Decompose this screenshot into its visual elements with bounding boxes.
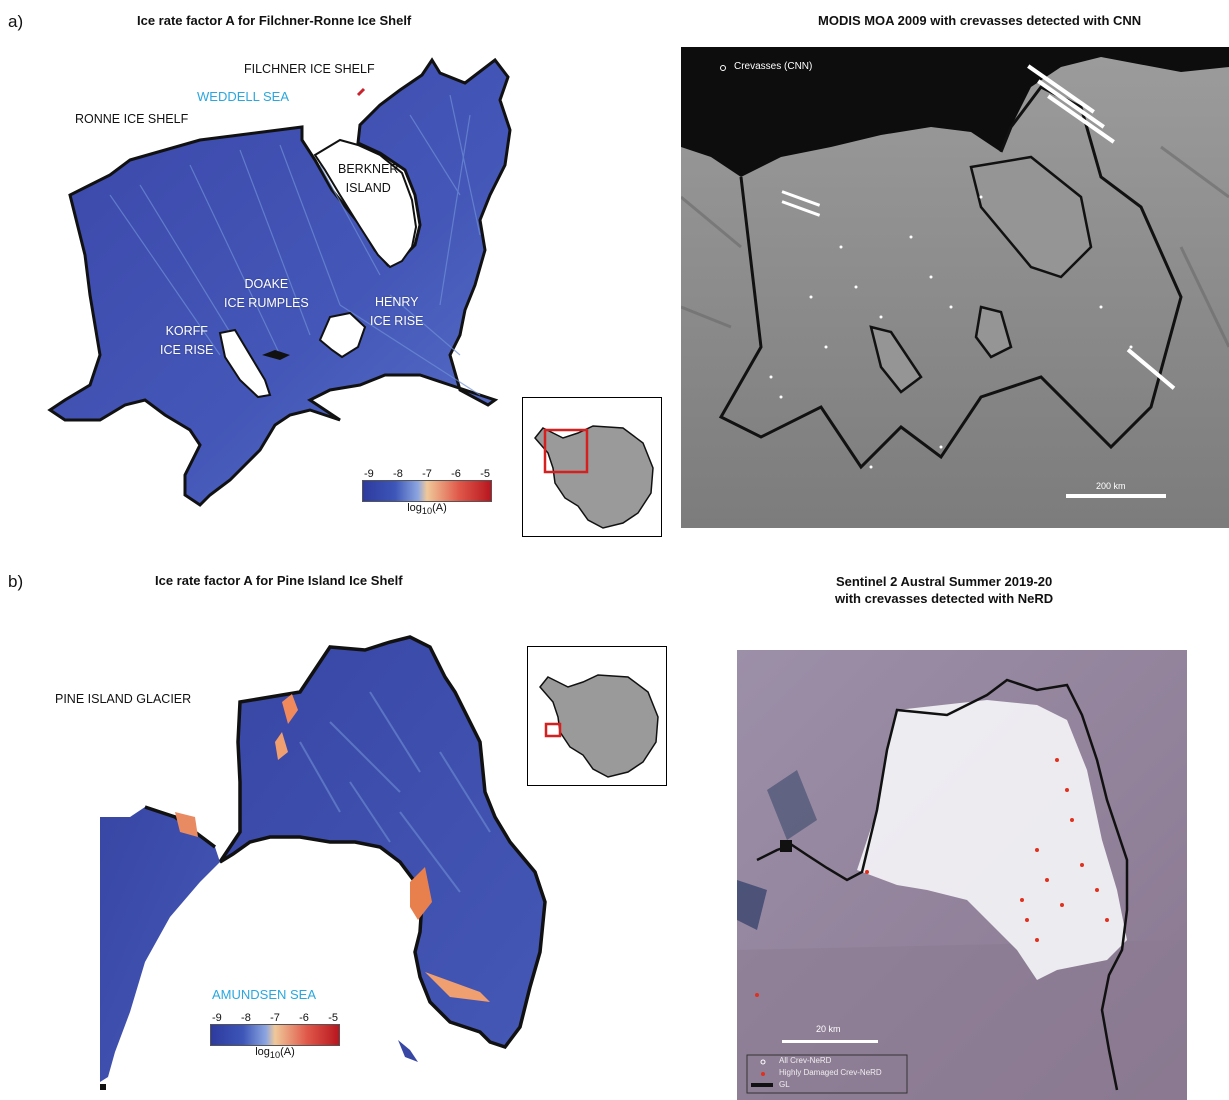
colorbar-a-unit: log10(A)	[407, 502, 447, 517]
sentinel-grounding-line	[756, 678, 1129, 1091]
modis-scalebar	[1066, 494, 1166, 498]
colorbar-a-tick: -9	[364, 468, 374, 480]
modis-moa-image: Crevasses (CNN) 200 km	[681, 47, 1229, 528]
modis-legend-label: Crevasses (CNN)	[734, 61, 813, 72]
colorbar-a-tick: -8	[393, 468, 403, 480]
korff-ice-rise	[218, 328, 272, 399]
legend-damaged-crev-label: Highly Damaged Crev-NeRD	[779, 1068, 882, 1077]
legend-all-crev-label: All Crev-NeRD	[779, 1056, 832, 1065]
modis-scalebar-label: 200 km	[1096, 481, 1126, 491]
sentinel-scalebar	[782, 1040, 878, 1043]
colorbar-b: -9 -8 -7 -6 -5 log10(A)	[210, 1012, 340, 1060]
label-henry-ice-rise: HENRY ICE RISE	[370, 295, 424, 328]
panel-b-left-title: Ice rate factor A for Pine Island Ice Sh…	[155, 573, 403, 588]
label-berkner-island: BERKNER ISLAND	[338, 162, 399, 195]
sentinel-legend: All Crev-NeRD Highly Damaged Crev-NeRD G…	[779, 1055, 882, 1091]
colorbar-b-tick: -7	[270, 1012, 280, 1024]
colorbar-b-tick: -5	[328, 1012, 338, 1024]
label-ronne-ice-shelf: RONNE ICE SHELF	[75, 112, 189, 126]
colorbar-b-unit: log10(A)	[255, 1046, 295, 1061]
crevasse-legend-marker	[720, 65, 726, 71]
sentinel-2-image: 20 km All Crev-NeRD Highly Damaged Crev-…	[737, 650, 1187, 1100]
legend-damaged-crev-marker	[761, 1072, 765, 1076]
colorbar-a-tick: -7	[422, 468, 432, 480]
panel-b-letter: b)	[8, 572, 24, 591]
sentinel-legend-box	[746, 1054, 908, 1094]
label-doake-ice-rumples: DOAKE ICE RUMPLES	[224, 277, 309, 310]
modis-grounding-line	[718, 85, 1183, 470]
berkner-island	[313, 138, 418, 269]
pine-island-ice-factor-map	[100, 635, 547, 1090]
colorbar-a-tick: -6	[451, 468, 461, 480]
filchner-ronne-shelf	[47, 57, 512, 507]
panel-a-letter: a)	[8, 12, 24, 31]
legend-gl-marker	[751, 1083, 773, 1087]
filchner-ronne-ice-factor-map	[47, 57, 512, 507]
label-amundsen-sea: AMUNDSEN SEA	[212, 987, 317, 1002]
legend-all-crev-marker	[760, 1059, 766, 1065]
antarctica-inset-a	[522, 397, 662, 537]
panel-b-right-title: Sentinel 2 Austral Summer 2019-20 with cr…	[835, 574, 1054, 606]
colorbar-b-tick: -9	[212, 1012, 222, 1024]
label-korff-ice-rise: KORFF ICE RISE	[160, 324, 214, 357]
sentinel-scalebar-label: 20 km	[816, 1024, 841, 1034]
henry-ice-rise	[318, 311, 367, 359]
panel-a-left-title: Ice rate factor A for Filchner-Ronne Ice…	[137, 13, 412, 28]
colorbar-a: -9 -8 -7 -6 -5 log10(A)	[362, 468, 492, 516]
label-weddell-sea: WEDDELL SEA	[197, 89, 289, 104]
colorbar-a-tick: -5	[480, 468, 490, 480]
colorbar-b-tick: -6	[299, 1012, 309, 1024]
colorbar-b-gradient	[210, 1024, 340, 1046]
legend-gl-label: GL	[779, 1080, 790, 1089]
panel-a-right-title: MODIS MOA 2009 with crevasses detected w…	[818, 13, 1142, 28]
pine-island-shelf	[218, 635, 547, 1050]
colorbar-b-tick: -8	[241, 1012, 251, 1024]
nerd-white-crevasses	[857, 700, 1127, 980]
antarctica-inset-b	[527, 646, 667, 786]
label-filchner-ice-shelf: FILCHNER ICE SHELF	[244, 62, 375, 76]
colorbar-a-gradient	[362, 480, 492, 502]
label-pine-island-glacier: PINE ISLAND GLACIER	[55, 692, 192, 706]
